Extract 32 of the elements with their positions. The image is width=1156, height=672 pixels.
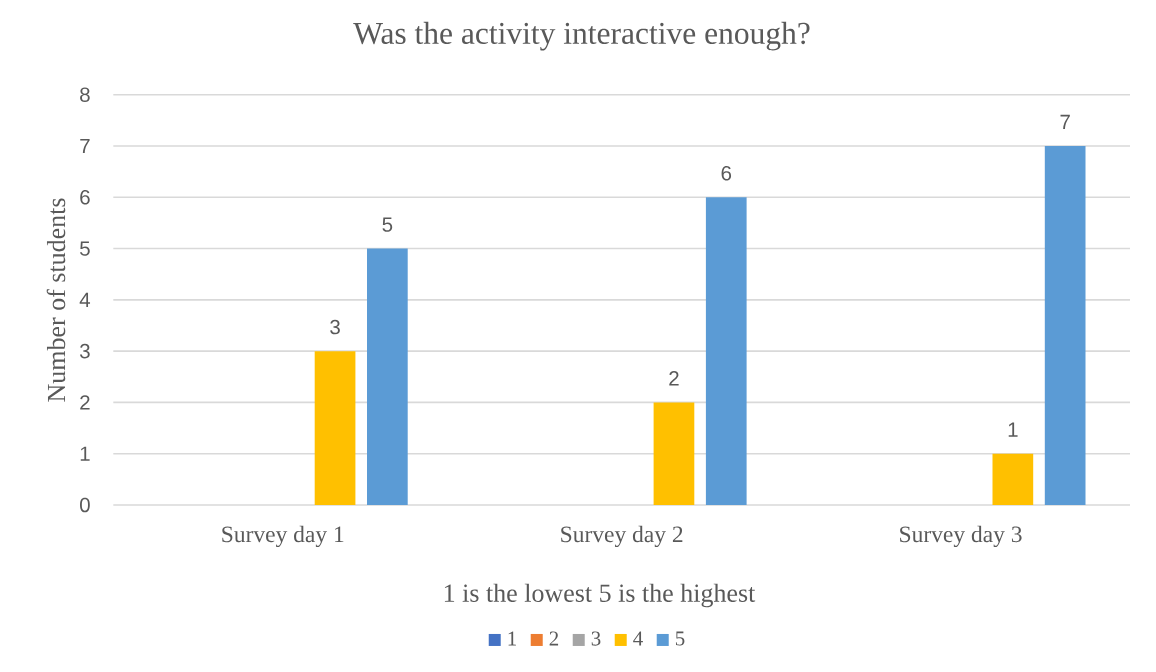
y-tick-label: 2	[80, 395, 90, 410]
bar	[1044, 145, 1086, 505]
y-tick-label: 1	[80, 446, 90, 461]
y-tick-label: 7	[80, 138, 90, 154]
data-label: 2	[669, 371, 679, 386]
y-tick-label: 6	[80, 190, 90, 205]
y-tick-label: 4	[79, 292, 91, 307]
x-axis-title: 1 is the lowest 5 is the highest	[444, 583, 756, 608]
data-label: 1	[1008, 422, 1018, 437]
bar	[314, 351, 356, 505]
data-label: 5	[382, 217, 393, 232]
legend-label: 4	[633, 631, 643, 646]
data-label: 7	[1060, 114, 1070, 129]
x-tick-label: Survey day 1	[222, 525, 344, 548]
legend-label: 5	[675, 631, 685, 646]
x-tick-label: Survey day 3	[900, 525, 1022, 548]
bar	[367, 248, 408, 505]
y-tick-label: 8	[80, 87, 90, 102]
bar	[653, 402, 695, 505]
y-tick-label: 0	[80, 497, 90, 513]
bar	[705, 197, 747, 505]
data-label: 3	[330, 319, 340, 335]
y-tick-label: 3	[79, 343, 90, 359]
bar	[992, 453, 1034, 505]
chart-title: Was the activity interactive enough?	[353, 21, 810, 51]
x-tick-label: Survey day 2	[561, 525, 683, 548]
y-axis-title: Number of students	[46, 198, 66, 402]
y-tick-label: 5	[80, 241, 90, 256]
legend-label: 1	[508, 631, 516, 646]
legend-label: 3	[591, 631, 601, 646]
legend-label: 2	[549, 631, 559, 646]
data-label: 6	[721, 165, 732, 181]
